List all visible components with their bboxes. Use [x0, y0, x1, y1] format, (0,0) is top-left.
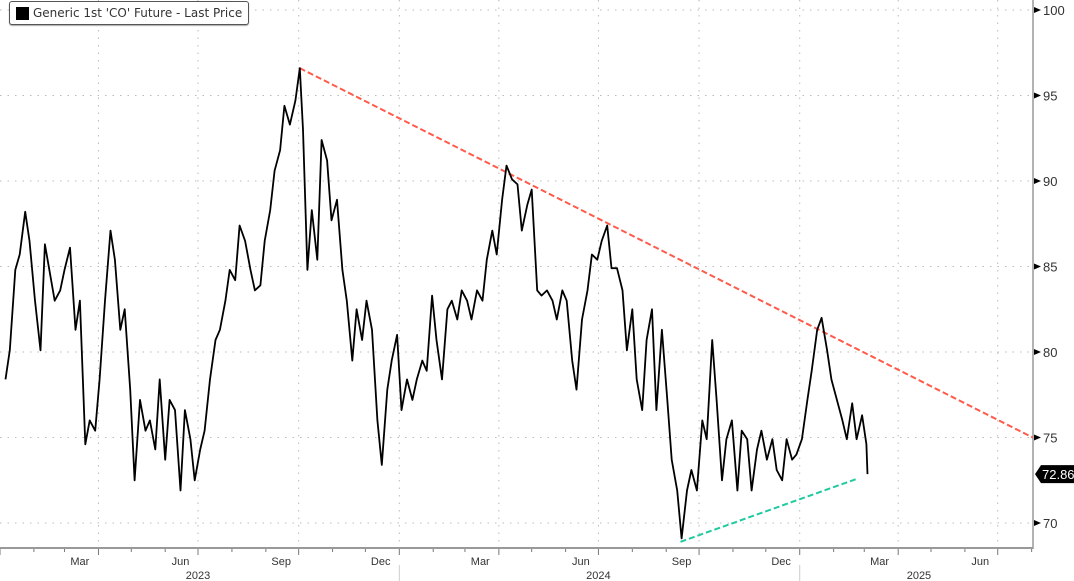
support-trendline	[680, 477, 859, 543]
y-tick	[1034, 92, 1041, 99]
last-price-tag	[1035, 465, 1074, 484]
y-tick	[1034, 178, 1041, 184]
y-tick	[1034, 263, 1041, 270]
price-series-line	[4, 67, 869, 540]
x-tick-label: Jun	[572, 556, 590, 568]
x-tick-label: Jun	[172, 556, 190, 568]
x-year-label: 2025	[907, 570, 931, 581]
y-tick-label: 70	[1043, 516, 1057, 531]
y-tick	[1034, 520, 1041, 526]
x-tick-label: Dec	[371, 556, 391, 568]
x-tick-label: Sep	[672, 556, 692, 568]
y-tick-label: 95	[1043, 89, 1057, 104]
y-tick	[1034, 349, 1041, 355]
legend-label: Generic 1st 'CO' Future - Last Price	[33, 6, 243, 20]
x-tick-label: Dec	[771, 556, 791, 568]
x-tick-label: Jun	[971, 556, 989, 568]
x-year-label: 2023	[186, 570, 210, 581]
x-tick-label: Sep	[271, 556, 291, 568]
legend: Generic 1st 'CO' Future - Last Price	[9, 1, 250, 25]
y-tick	[1034, 7, 1041, 13]
y-tick-label: 80	[1043, 345, 1057, 360]
y-tick-label: 85	[1043, 260, 1057, 275]
y-tick-label: 90	[1043, 174, 1057, 189]
x-year-label: 2024	[586, 570, 610, 581]
y-tick	[1034, 434, 1041, 441]
x-tick-label: Mar	[870, 556, 889, 568]
legend-swatch	[16, 6, 29, 20]
y-tick-label: 100	[1043, 3, 1065, 18]
y-tick-label: 75	[1043, 431, 1057, 446]
last-price-label: 72.86	[1042, 467, 1074, 482]
x-tick-label: Mar	[70, 556, 89, 568]
x-tick-label: Mar	[471, 556, 490, 568]
resistance-trendline	[299, 67, 1034, 439]
